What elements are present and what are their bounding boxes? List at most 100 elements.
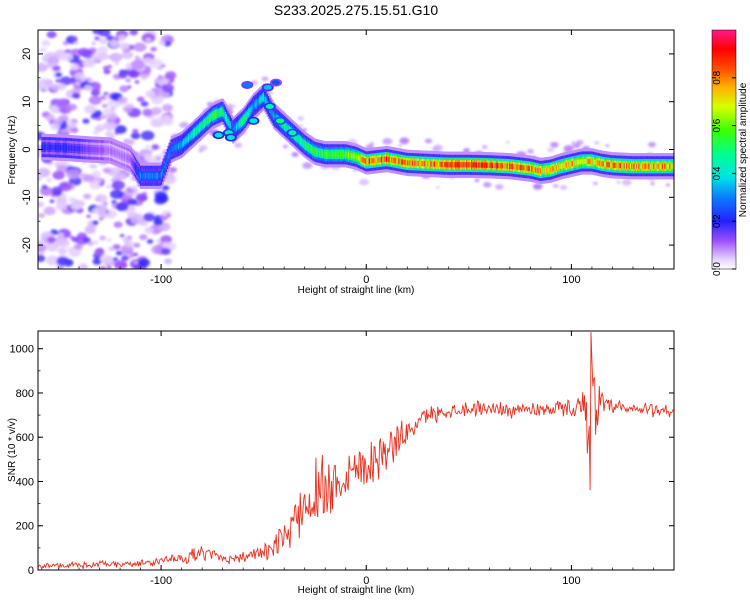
heatmap-noise-blob xyxy=(38,254,46,263)
heatmap-blob xyxy=(243,82,252,88)
heatmap-cell xyxy=(114,149,117,156)
heatmap-noise-blob xyxy=(38,201,45,208)
heatmap-noise-blob xyxy=(145,145,151,149)
heatmap-cell xyxy=(458,162,461,168)
heatmap-noise-blob xyxy=(282,144,289,149)
heatmap-cell xyxy=(63,145,66,151)
heatmap-cell xyxy=(68,145,71,151)
heatmap-cell xyxy=(195,128,198,134)
heatmap-cell xyxy=(169,150,172,156)
heatmap-cell xyxy=(106,147,109,153)
heatmap-cell xyxy=(498,163,501,169)
heatmap-cell xyxy=(535,167,538,173)
heatmap-noise-blob xyxy=(125,78,131,83)
heatmap-noise-blob xyxy=(621,179,632,186)
heatmap-cell xyxy=(595,159,598,166)
heatmap-cell xyxy=(75,145,78,152)
heatmap-cell xyxy=(499,163,502,169)
heatmap-noise-blob xyxy=(110,107,116,111)
y-tick-label: 1000 xyxy=(10,344,34,356)
heatmap-cell xyxy=(491,162,494,169)
heatmap-cell xyxy=(123,154,126,160)
heatmap-noise-blob xyxy=(84,104,97,114)
colorbar-gradient xyxy=(711,29,737,270)
heatmap-cell xyxy=(554,165,557,171)
heatmap-cell xyxy=(536,167,539,173)
heatmap-noise-blob xyxy=(592,181,599,186)
heatmap-cell xyxy=(591,158,594,165)
heatmap-cell xyxy=(122,153,125,159)
heatmap-cell xyxy=(394,158,397,164)
heatmap-noise-blob xyxy=(66,121,77,129)
heatmap-noise-blob xyxy=(150,46,158,52)
heatmap-cell xyxy=(239,120,242,127)
heatmap-cell xyxy=(356,154,359,160)
heatmap-cell xyxy=(482,162,485,168)
heatmap-noise-blob xyxy=(160,235,172,244)
heatmap-cell xyxy=(527,165,530,172)
heatmap-noise-blob xyxy=(552,183,559,189)
heatmap-cell xyxy=(621,163,624,169)
heatmap-cell xyxy=(48,144,51,150)
heatmap-cell xyxy=(586,158,589,165)
heatmap-noise-blob xyxy=(70,63,80,71)
heatmap-cell xyxy=(341,151,344,157)
heatmap-cell xyxy=(637,163,640,169)
heatmap-cell xyxy=(469,162,472,168)
heatmap-noise-blob xyxy=(127,198,138,206)
heatmap-cell xyxy=(373,157,376,164)
heatmap-noise-blob xyxy=(38,239,44,244)
heatmap-cell xyxy=(543,167,546,174)
heatmap-cell xyxy=(162,168,165,175)
heatmap-noise-blob xyxy=(130,214,144,225)
heatmap-cell xyxy=(645,163,648,169)
heatmap-cell xyxy=(403,159,406,165)
heatmap-noise-blob xyxy=(605,144,610,147)
heatmap-cell xyxy=(509,163,512,169)
heatmap-cell xyxy=(335,151,338,157)
heatmap-cell xyxy=(467,162,470,168)
heatmap-noise-blob xyxy=(107,266,112,269)
heatmap-cell xyxy=(514,164,517,170)
heatmap-noise-blob xyxy=(42,86,50,92)
heatmap-noise-blob xyxy=(398,144,402,147)
heatmap-cell xyxy=(302,140,305,146)
heatmap-cell xyxy=(420,160,423,167)
heatmap-cell xyxy=(326,151,329,157)
heatmap-cell xyxy=(270,108,273,114)
heatmap-cell xyxy=(58,144,61,151)
heatmap-cell xyxy=(159,173,162,179)
heatmap-cell xyxy=(99,147,102,153)
heatmap-noise-blob xyxy=(119,85,129,93)
heatmap-cell xyxy=(430,161,433,167)
heatmap-cell xyxy=(152,173,155,179)
heatmap-cell xyxy=(297,135,300,142)
heatmap-cell xyxy=(109,147,112,154)
heatmap-noise-blob xyxy=(616,181,621,184)
heatmap-cell xyxy=(489,162,492,168)
snr-frame xyxy=(37,330,675,571)
heatmap-cell xyxy=(93,147,96,153)
heatmap-noise-blob xyxy=(527,149,534,154)
heatmap-noise-blob xyxy=(70,202,81,211)
heatmap-cell xyxy=(46,144,49,150)
heatmap-cell xyxy=(303,141,306,147)
heatmap-noise-blob xyxy=(129,30,139,36)
heatmap-cell xyxy=(148,173,151,179)
heatmap-cell xyxy=(504,163,507,169)
heatmap-cell xyxy=(487,162,490,168)
heatmap-cell xyxy=(404,159,407,166)
heatmap-cell xyxy=(274,114,277,120)
heatmap-cell xyxy=(661,163,664,169)
colorbar-tick-label: 0.2 xyxy=(712,214,723,228)
heatmap-cell xyxy=(511,163,514,170)
heatmap-cell xyxy=(213,112,216,118)
heatmap-cell xyxy=(559,163,562,170)
heatmap-blob xyxy=(265,103,274,109)
heatmap-cell xyxy=(345,151,348,158)
heatmap-cell xyxy=(272,112,275,118)
heatmap-noise-blob xyxy=(161,117,174,126)
heatmap-noise-blob xyxy=(136,96,145,102)
heatmap-noise-blob xyxy=(100,215,106,220)
heatmap-cell xyxy=(85,146,88,152)
